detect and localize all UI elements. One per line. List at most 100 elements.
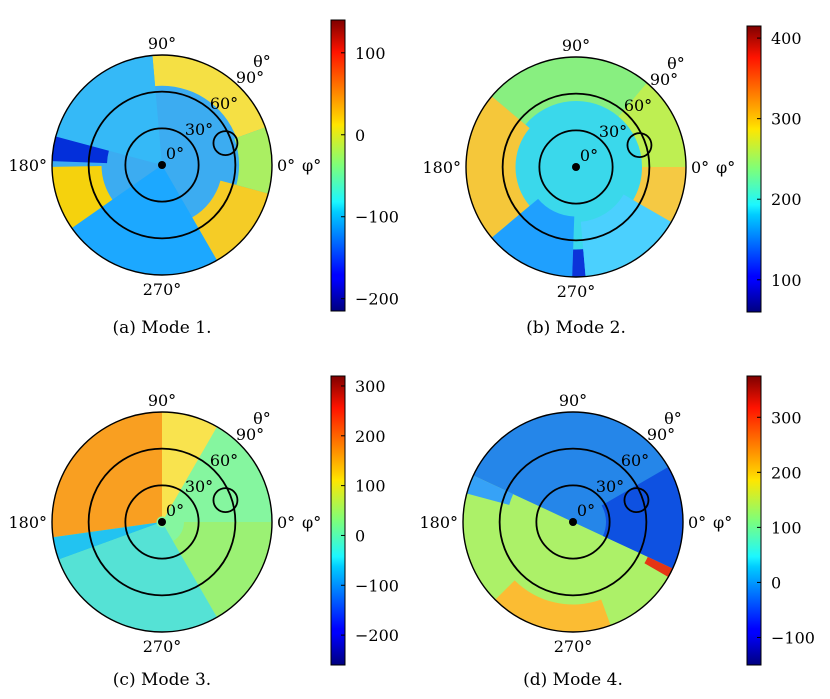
radial-tick-label: 90°: [236, 425, 264, 444]
panel-caption: (d) Mode 4.: [523, 670, 623, 690]
radial-axis-label: θ°: [253, 52, 271, 71]
angular-tick-label: 180°: [8, 513, 47, 532]
colorbar-tick-label: 300: [355, 377, 386, 396]
colorbar-tick-label: 200: [771, 190, 802, 209]
chart-panel-4: 0°30°60°90°θ°0°90°180°270°φ°3002001000−1…: [419, 375, 815, 666]
colorbar-tick-label: 0: [355, 126, 365, 145]
radial-tick-label: 60°: [210, 94, 238, 113]
angular-tick-label: 180°: [422, 158, 461, 177]
heatmap-region-5: [495, 580, 611, 632]
radial-axis-label: θ°: [664, 409, 682, 428]
heatmap-region-7: [234, 127, 272, 194]
colorbar-tick-label: 300: [771, 110, 802, 129]
center-dot: [569, 518, 577, 526]
colorbar: 300 200 100 0 −100 −200: [330, 375, 399, 666]
angular-tick-label: 270°: [557, 282, 596, 301]
angular-tick-label: 270°: [143, 280, 182, 299]
angular-axis-label: φ°: [302, 156, 321, 175]
radial-tick-label: 60°: [624, 96, 652, 115]
colorbar: 100 0 −100 −200: [330, 19, 399, 312]
colorbar-tick-label: 100: [771, 271, 802, 290]
heatmap-region-6: [192, 180, 269, 261]
radial-tick-label: 60°: [621, 451, 649, 470]
theta-ring-30: [538, 129, 614, 205]
colorbar-tick-label: −200: [355, 290, 399, 309]
angular-tick-label: 0°: [691, 158, 709, 177]
angular-tick-label: 270°: [143, 637, 182, 656]
theta-ring-60: [87, 90, 237, 240]
colorbar-tick-label: −100: [355, 576, 399, 595]
angular-axis-label: φ°: [713, 513, 732, 532]
angular-tick-label: 0°: [688, 513, 706, 532]
radial-tick-label: 0°: [577, 501, 595, 520]
radial-tick-label: 0°: [166, 144, 184, 163]
radial-tick-label: 30°: [599, 122, 627, 141]
marker-circle: [623, 487, 650, 514]
heatmap-region-7: [633, 167, 686, 222]
center-dot: [158, 518, 166, 526]
panel-caption: (c) Mode 3.: [112, 670, 212, 690]
colorbar-tick-label: 200: [355, 427, 386, 446]
angular-tick-label: 90°: [148, 34, 176, 53]
theta-ring-30: [124, 484, 200, 560]
theta-ring-60: [87, 447, 237, 597]
colorbar-tick-label: 100: [355, 477, 386, 496]
heatmap-region-3: [644, 556, 673, 577]
colorbar-gradient: [746, 375, 762, 666]
colorbar-gradient: [746, 25, 762, 313]
colorbar-tick-label: 0: [771, 573, 781, 592]
angular-tick-label: 180°: [419, 513, 458, 532]
center-dot: [158, 161, 166, 169]
theta-ring-60: [501, 92, 651, 242]
colorbar-tick-label: 200: [771, 463, 802, 482]
heatmap-region-1: [152, 55, 266, 138]
heatmap-region-2: [162, 412, 217, 518]
colorbar-tick-label: −200: [355, 626, 399, 645]
heatmap-region-6: [580, 194, 672, 277]
colorbar-tick-label: −100: [355, 208, 399, 227]
colorbar-tick-label: 300: [771, 408, 802, 427]
theta-ring-30: [535, 484, 611, 560]
heatmap-region-4: [491, 198, 575, 277]
colorbar-tick-label: 100: [355, 44, 386, 63]
colorbar-gradient: [330, 375, 346, 666]
radial-tick-label: 30°: [185, 477, 213, 496]
radial-axis-label: θ°: [667, 54, 685, 73]
theta-ring-30: [124, 127, 200, 203]
theta-ring-90: [51, 54, 273, 276]
center-dot: [572, 163, 580, 171]
heatmap-region-5: [71, 165, 217, 275]
marker-circle: [626, 132, 653, 159]
radial-tick-label: 30°: [596, 477, 624, 496]
colorbar: 300 200 100 0 −100: [746, 375, 815, 666]
marker-circle: [212, 130, 239, 157]
heatmap-region-3: [53, 522, 157, 560]
chart-panel-3: 0°30°60°90°θ°0°90°180°270°φ°3002001000−1…: [8, 375, 399, 666]
theta-ring-90: [465, 56, 687, 278]
heatmap-region-3: [466, 96, 530, 238]
heatmap-region-2: [55, 55, 163, 166]
angular-axis-label: φ°: [302, 513, 321, 532]
angular-tick-label: 0°: [277, 156, 295, 175]
theta-ring-60: [498, 447, 648, 597]
heatmap-region-4: [58, 523, 217, 632]
colorbar-tick-label: 100: [771, 518, 802, 537]
radial-tick-label: 30°: [185, 120, 213, 139]
heatmap-region-3: [52, 136, 109, 164]
radial-tick-label: 0°: [580, 146, 598, 165]
angular-tick-label: 180°: [8, 156, 47, 175]
radial-tick-label: 90°: [650, 70, 678, 89]
theta-ring-90: [51, 411, 273, 633]
radial-tick-label: 0°: [166, 501, 184, 520]
heatmap-region-2: [491, 57, 647, 125]
heatmap-region-4: [466, 475, 514, 505]
radial-axis-label: θ°: [253, 409, 271, 428]
radial-tick-label: 90°: [236, 68, 264, 87]
colorbar-tick-label: 0: [355, 526, 365, 545]
marker-circle: [212, 487, 239, 514]
radial-tick-label: 90°: [647, 425, 675, 444]
colorbar-tick-label: 400: [771, 29, 802, 48]
heatmap-region-1: [618, 82, 686, 167]
